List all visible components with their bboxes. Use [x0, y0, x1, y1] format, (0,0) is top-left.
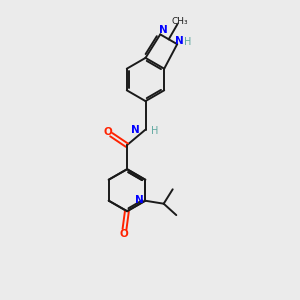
Text: H: H: [184, 37, 191, 47]
Text: H: H: [151, 125, 158, 136]
Text: O: O: [103, 127, 112, 137]
Text: N: N: [159, 25, 167, 35]
Text: N: N: [131, 124, 140, 135]
Text: CH₃: CH₃: [172, 17, 189, 26]
Text: N: N: [135, 195, 143, 205]
Text: N: N: [175, 36, 184, 46]
Text: O: O: [119, 229, 128, 239]
